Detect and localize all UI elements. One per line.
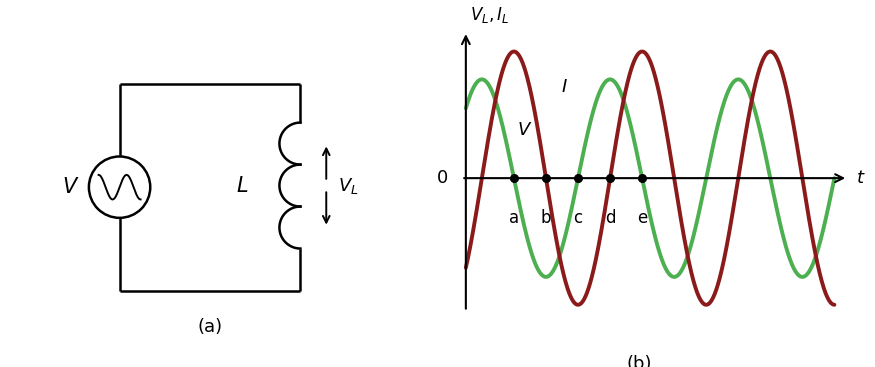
Text: d: d bbox=[605, 208, 615, 226]
Text: $V_L, I_L$: $V_L, I_L$ bbox=[471, 4, 510, 25]
Text: V: V bbox=[517, 121, 529, 139]
Text: t: t bbox=[858, 169, 864, 187]
Text: 0: 0 bbox=[437, 169, 448, 187]
Text: I: I bbox=[562, 78, 567, 96]
Text: e: e bbox=[637, 208, 648, 226]
Text: (b): (b) bbox=[626, 355, 652, 367]
Text: L: L bbox=[236, 175, 248, 196]
Text: (a): (a) bbox=[198, 318, 222, 336]
Text: c: c bbox=[573, 208, 583, 226]
Text: b: b bbox=[541, 208, 551, 226]
Text: a: a bbox=[509, 208, 519, 226]
Text: $V_L$: $V_L$ bbox=[338, 175, 358, 196]
Text: V: V bbox=[62, 177, 77, 197]
